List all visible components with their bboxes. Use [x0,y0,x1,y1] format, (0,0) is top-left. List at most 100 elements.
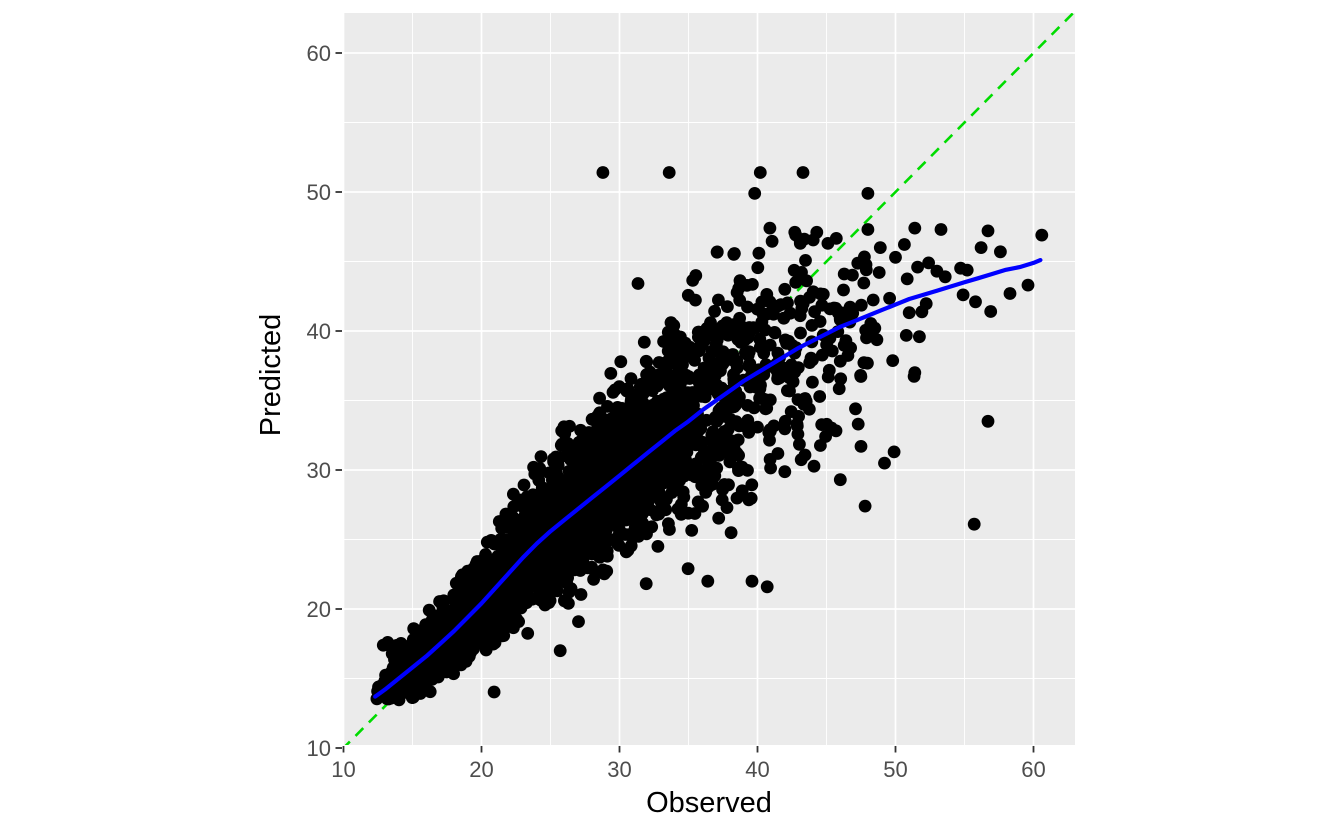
data-point [393,660,407,673]
data-point [485,554,499,567]
data-point [861,187,875,200]
data-point [512,615,525,628]
data-point [573,564,587,577]
data-point [806,285,820,299]
data-point [681,562,695,576]
data-point [568,554,582,568]
data-point [413,667,427,681]
data-point [521,627,535,640]
data-point [745,574,759,588]
data-point [922,256,935,270]
data-point [532,473,546,487]
data-point [573,543,586,556]
x-tick-label: 30 [607,757,631,782]
data-point [679,453,693,467]
data-point [454,604,468,617]
data-point [673,474,686,487]
data-point [915,305,929,319]
data-point [651,540,665,553]
data-point [938,270,952,284]
data-point [533,502,547,516]
data-point [794,326,807,340]
data-point [411,634,425,647]
data-point [716,433,730,446]
data-point [707,326,721,340]
data-point [562,597,575,610]
data-point [606,385,620,399]
data-point [712,409,726,423]
data-point [549,465,563,479]
data-point [547,452,560,466]
data-point [778,465,792,479]
data-point [735,460,749,474]
data-point [470,555,484,568]
data-point [498,621,511,635]
data-point [720,501,734,514]
data-point [605,513,619,527]
data-point [774,298,788,311]
data-point [984,305,998,318]
data-point [849,402,862,416]
data-point [908,366,922,380]
data-point [507,487,520,501]
data-point [639,577,653,591]
data-point [570,492,584,506]
x-tick-label: 40 [745,757,769,782]
data-point [711,345,725,358]
data-point [798,448,812,462]
y-tick-label: 40 [307,319,331,344]
data-point [555,553,568,567]
data-point [649,407,663,420]
data-point [597,468,610,482]
data-point [540,568,554,582]
data-point [655,473,668,487]
data-point [504,567,518,581]
x-tick-label: 60 [1021,757,1045,782]
data-point [534,450,548,463]
data-point [643,503,657,516]
data-point [706,425,720,439]
data-point [507,578,521,592]
data-point [783,371,796,385]
data-point [783,384,796,398]
data-point [913,330,926,344]
data-point [704,316,717,329]
data-point [831,304,845,318]
data-point [624,471,637,484]
data-point [908,221,922,235]
data-point [467,642,480,656]
data-point [418,683,432,696]
x-tick-label: 10 [331,757,355,782]
data-point [547,488,561,502]
data-point [816,287,830,301]
data-point [686,274,700,287]
data-point [631,277,645,290]
data-point [705,362,718,376]
data-point [614,355,628,369]
data-point [517,478,531,492]
data-point [723,455,737,469]
data-point [508,532,522,546]
data-point [815,348,829,362]
data-point [858,499,872,513]
data-point [750,302,764,316]
data-point [697,467,711,480]
data-point [667,398,681,412]
data-point [783,306,797,320]
data-point [1021,278,1035,292]
x-tick-label: 20 [469,757,493,782]
data-point [712,511,726,525]
data-point [539,538,553,552]
data-point [872,266,886,279]
data-point [960,263,974,277]
data-point [459,654,473,668]
data-point [974,241,988,255]
data-point [691,495,705,509]
data-point [601,456,615,469]
data-point [666,337,680,350]
data-point [637,335,651,349]
data-point [728,247,741,260]
y-axis-title: Predicted [255,314,287,437]
data-point [572,615,585,628]
